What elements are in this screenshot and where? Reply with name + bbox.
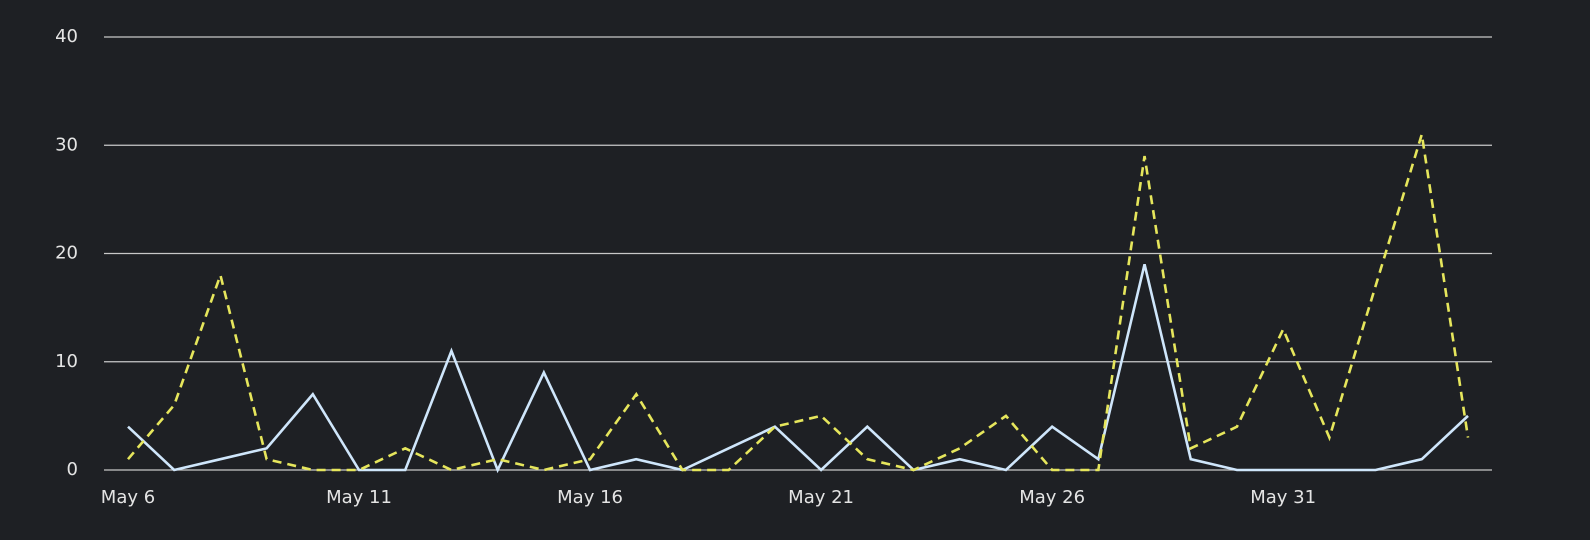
line-series — [127, 264, 1469, 474]
x-tick-label: May 11 — [326, 487, 392, 508]
x-tick-label: May 26 — [1019, 487, 1085, 508]
line-series — [127, 134, 1470, 472]
y-tick-label: 20 — [55, 243, 78, 264]
x-tick-label: May 31 — [1250, 487, 1316, 508]
x-tick-label: May 6 — [101, 487, 155, 508]
y-tick-label: 30 — [55, 134, 78, 155]
x-tick-label: May 21 — [788, 487, 854, 508]
x-tick-label: May 16 — [557, 487, 623, 508]
y-tick-label: 0 — [67, 459, 78, 480]
y-tick-label: 40 — [55, 26, 78, 47]
y-tick-label: 10 — [55, 351, 78, 372]
